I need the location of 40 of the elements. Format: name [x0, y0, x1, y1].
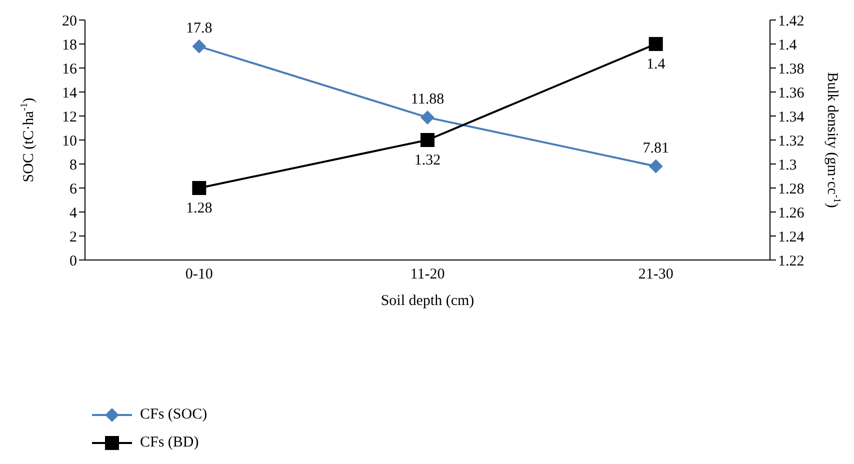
y2-tick-label: 1.24 [778, 229, 805, 246]
y-tick-label: 6 [70, 181, 78, 198]
point [648, 37, 663, 51]
y-tick-label: 0 [70, 253, 77, 270]
data-label: 7.81 [642, 140, 669, 156]
point [648, 159, 663, 174]
data-label: 1.4 [646, 56, 666, 73]
y2-tick-label: 1.22 [778, 253, 804, 270]
point [420, 133, 434, 147]
y2-tick-label: 1.3 [778, 157, 797, 174]
y-tick-label: 10 [62, 133, 77, 150]
y-tick-label: 2 [70, 229, 77, 246]
x-tick-label: 21-30 [638, 266, 674, 283]
data-label: 1.28 [186, 200, 212, 217]
y2-tick-label: 1.38 [778, 61, 804, 78]
y-tick-label: 16 [62, 61, 78, 78]
data-label: 1.32 [414, 152, 441, 169]
legend-label: CFs (SOC) [140, 406, 208, 422]
y-tick-label: 4 [70, 205, 78, 222]
y2-tick-label: 1.34 [778, 109, 805, 126]
x-axis-title: Soil depth (cm) [380, 293, 474, 310]
data-label: 11.88 [410, 91, 444, 108]
y-tick-label: 8 [70, 157, 77, 174]
y-tick-label: 20 [62, 13, 77, 30]
y2-tick-label: 1.26 [778, 205, 805, 222]
y-tick-label: 12 [62, 109, 77, 126]
y2-tick-label: 1.28 [778, 181, 804, 198]
y-tick-label: 14 [62, 85, 78, 102]
y2-tick-label: 1.36 [778, 85, 805, 102]
y2-tick-label: 1.42 [778, 13, 804, 30]
point [420, 110, 434, 124]
data-label: 17.8 [186, 20, 212, 36]
x-tick-label: 0-10 [185, 266, 213, 283]
legend-label: CFs (BD) [140, 434, 199, 450]
point [192, 39, 206, 54]
y2-tick-label: 1.32 [778, 133, 804, 150]
point [192, 181, 206, 195]
y-tick-label: 18 [62, 37, 77, 54]
x-tick-label: 11-20 [410, 266, 445, 283]
y2-tick-label: 1.4 [778, 37, 798, 54]
